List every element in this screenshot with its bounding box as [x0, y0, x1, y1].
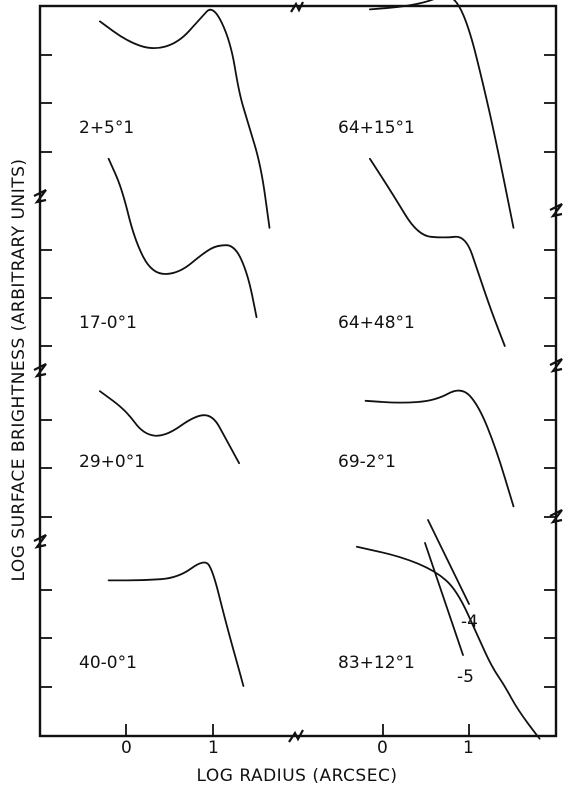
profile-curves: [99, 0, 541, 740]
panel-label: 64+48°1: [338, 313, 415, 333]
profile-curve-83-12-1: [356, 545, 541, 740]
x-axis-title: LOG RADIUS (ARCSEC): [197, 766, 398, 786]
panel-label: 83+12°1: [338, 653, 415, 673]
x-ticks: [125, 724, 470, 736]
right-axis-break-1: [549, 203, 563, 218]
x-tick-label: 0: [377, 738, 388, 758]
reference-slope-line-minus-5: [424, 542, 464, 656]
left-axis-break-3: [33, 534, 47, 549]
x-tick-label: 0: [121, 738, 132, 758]
panel-label: 17-0°1: [79, 313, 137, 333]
right-axis-break-2: [549, 358, 563, 373]
reference-slope-label: -5: [457, 667, 474, 687]
panel-label: 64+15°1: [338, 118, 415, 138]
x-tick-label: 1: [463, 738, 474, 758]
left-axis-break-1: [33, 189, 47, 204]
profile-curve-40-0-1: [107, 561, 245, 687]
left-y-ticks: [40, 54, 52, 688]
profile-curve-69-2-1: [364, 389, 515, 508]
plot-frame: [38, 4, 558, 738]
panel-label: 29+0°1: [79, 452, 145, 472]
profile-curve-29-0-1: [99, 390, 240, 465]
right-y-ticks: [544, 54, 556, 688]
panel-label: 40-0°1: [79, 653, 137, 673]
profile-curve-64-48-1: [369, 157, 506, 347]
profile-curve-2-5-1: [99, 8, 271, 229]
panel-label: 2+5°1: [79, 118, 134, 138]
bottom-axis-break: [288, 729, 304, 743]
profile-curve-64-15-1: [369, 0, 515, 229]
x-tick-label: 1: [208, 738, 219, 758]
y-axis-title: LOG SURFACE BRIGHTNESS (ARBITRARY UNITS): [9, 158, 29, 581]
profile-curve-17-0-1: [107, 157, 258, 319]
reference-slope-line-minus-4: [427, 519, 470, 605]
top-axis-break: [290, 1, 304, 13]
right-axis-break-3: [549, 509, 563, 524]
left-axis-break-2: [33, 363, 47, 378]
panel-label: 69-2°1: [338, 452, 396, 472]
